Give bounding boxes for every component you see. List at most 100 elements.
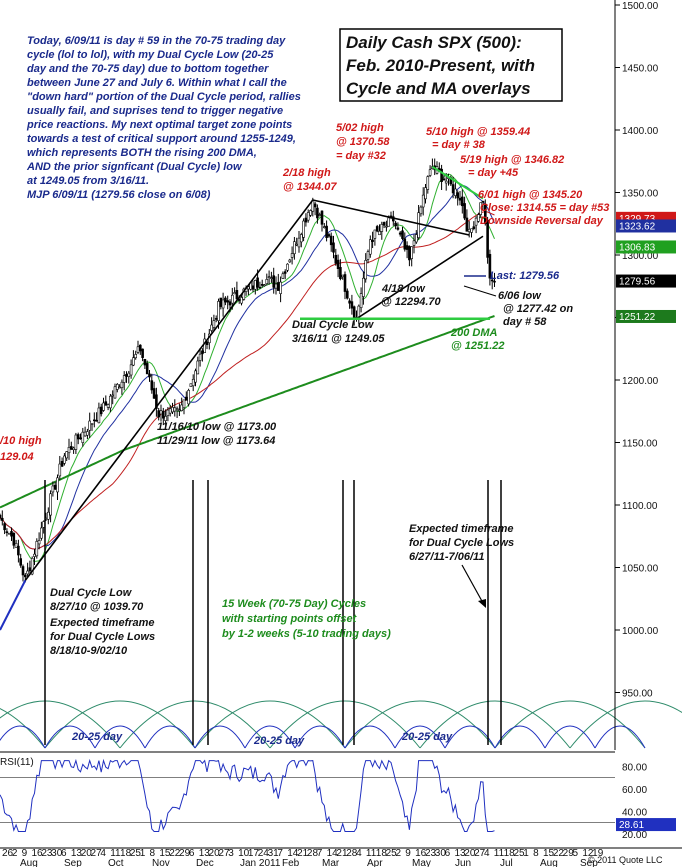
title-line-2: Feb. 2010-Present, with (346, 56, 535, 75)
low-0606-pointer (463, 285, 497, 297)
candle-body (371, 239, 374, 242)
candle-body (166, 409, 170, 416)
candle-body (182, 399, 186, 409)
cycle-arc-20-25 (44, 725, 96, 749)
candle-body (224, 297, 227, 303)
candle-body (152, 388, 156, 399)
candle-body (281, 273, 285, 279)
candle-body (313, 203, 317, 208)
day-tick-label: 28 (307, 848, 319, 859)
candle-body (23, 574, 27, 578)
month-label: May (412, 858, 431, 867)
day-tick-label: 11 (494, 848, 505, 859)
candle-body (479, 202, 483, 215)
commentary-line: MJP 6/09/11 (1279.56 close on 6/08) (27, 189, 211, 201)
candle-body (76, 434, 80, 440)
candle-body (83, 431, 87, 437)
candle-body (318, 214, 322, 216)
month-label: Nov (152, 858, 170, 867)
day-tick-label: 21 (297, 848, 309, 859)
candle-body (136, 346, 140, 353)
rsi-tick-label: 80.00 (622, 762, 647, 773)
rsi-tick-label: 20.00 (622, 830, 647, 841)
day-tick-label: 3 (228, 848, 234, 859)
ma-20-line (0, 185, 495, 550)
commentary-line: usually fail, and suprises tend to trigg… (27, 105, 283, 117)
day-tick-label: 20 (81, 848, 93, 859)
day-tick-label: 24 (258, 848, 270, 859)
annotation-high-0510: 5/10 high @ 1359.44 (426, 126, 530, 138)
rsi-tick-label: 60.00 (622, 785, 647, 796)
cycle-arc-20-25 (0, 725, 46, 749)
annotation-expected-aug-3: 8/18/10-9/02/10 (50, 645, 128, 657)
day-tick-label: 18 (376, 848, 388, 859)
annotation-high-0218-value: @ 1344.07 (283, 181, 337, 193)
day-tick-label: 8 (533, 848, 539, 859)
commentary-line: between June 27 and July 6. Within what … (27, 77, 287, 89)
price-candles (0, 158, 496, 583)
candle-body (385, 225, 388, 228)
price-tick-label: 1100.00 (622, 501, 658, 512)
price-tick-label: 1450.00 (622, 64, 659, 75)
candle-body (396, 227, 400, 230)
candle-body (86, 431, 89, 436)
candle-body (205, 341, 209, 345)
day-tick-label: 1 (523, 848, 529, 859)
rsi-line (0, 758, 495, 832)
day-tick-label: 16 (32, 848, 44, 859)
annotation-dual-low-0827-value: 8/27/10 @ 1039.70 (50, 601, 144, 613)
candle-body (272, 275, 276, 288)
candle-body (329, 235, 333, 246)
day-tick-label: 7 (277, 848, 283, 859)
month-label: Sep (580, 858, 598, 867)
day-tick-label: 22 (169, 848, 181, 859)
annotation-cycle-2025-b: 20-25 day (253, 735, 305, 747)
candle-body (251, 285, 255, 290)
candle-body (295, 243, 299, 246)
candle-body (113, 386, 117, 399)
month-label: Jan 2011 (240, 858, 281, 867)
candle-body (293, 241, 296, 255)
day-tick-label: 15 (543, 848, 555, 859)
candle-body (286, 263, 289, 271)
candle-body (267, 276, 271, 278)
day-tick-label: 23 (41, 848, 53, 859)
day-tick-label: 6 (61, 848, 67, 859)
cycle-arc-70-75 (419, 700, 571, 749)
candle-body (53, 484, 57, 490)
commentary-line: "down hard" portion of the Dual Cycle pe… (27, 91, 301, 103)
candle-body (263, 284, 266, 287)
candle-body (228, 301, 232, 306)
candle-body (442, 178, 446, 181)
candle-body (414, 234, 418, 243)
day-tick-label: 13 (199, 848, 211, 859)
candle-body (0, 514, 2, 518)
candle-body (111, 394, 114, 397)
candle-body (486, 219, 489, 258)
candle-body (88, 420, 91, 431)
candle-body (10, 531, 13, 537)
candle-body (219, 297, 223, 307)
annotation-expected-aug-2: for Dual Cycle Lows (50, 631, 155, 643)
candle-body (343, 274, 347, 292)
candle-body (398, 232, 402, 235)
day-tick-label: 2 (12, 848, 18, 859)
candle-body (283, 271, 287, 274)
candle-body (74, 434, 78, 450)
cycle-arc-20-25 (294, 725, 346, 749)
day-tick-label: 10 (238, 848, 250, 859)
candle-body (235, 290, 239, 300)
month-label: Oct (108, 858, 124, 867)
candle-body (276, 282, 280, 291)
candle-body (348, 300, 351, 304)
candle-body (173, 407, 177, 412)
candle-body (366, 251, 370, 260)
day-tick-label: 18 (504, 848, 516, 859)
annotation-expected-jun: Expected timeframe (409, 523, 514, 535)
candle-body (37, 540, 41, 545)
candle-body (70, 446, 73, 450)
candle-body (90, 423, 94, 425)
candle-body (380, 223, 384, 232)
candle-body (242, 288, 246, 300)
